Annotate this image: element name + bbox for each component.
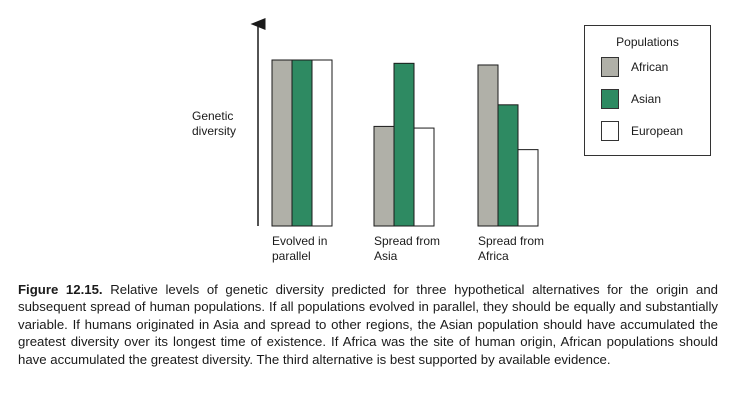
- legend-swatch: [601, 57, 619, 77]
- bar-african-2: [373, 125, 395, 227]
- bar-asian-3: [497, 104, 519, 227]
- legend-swatch: [601, 121, 619, 141]
- category-label-line: Asia: [374, 249, 398, 263]
- legend: Populations African Asian European: [584, 25, 711, 156]
- legend-label: European: [631, 124, 684, 138]
- category-label-line: Spread from: [374, 234, 441, 248]
- bar-european-3: [517, 149, 539, 227]
- legend-title: Populations: [616, 35, 679, 49]
- category-label-3: Spread from Africa: [478, 234, 568, 264]
- category-label-line: parallel: [272, 249, 311, 263]
- category-label-line: Evolved in: [272, 234, 328, 248]
- bar-african-3: [477, 64, 499, 227]
- y-axis-label: Genetic diversity: [192, 109, 237, 138]
- bar-european-1: [311, 59, 333, 227]
- category-label-line: Africa: [478, 249, 509, 263]
- bar-asian-2: [393, 62, 415, 227]
- category-label-2: Spread from Asia: [374, 234, 464, 264]
- caption-text: Relative levels of genetic diversity pre…: [18, 282, 718, 367]
- figure-caption: Figure 12.15. Relative levels of genetic…: [18, 281, 718, 368]
- legend-label: Asian: [631, 92, 662, 106]
- category-label-line: Spread from: [478, 234, 545, 248]
- bar-european-2: [413, 127, 435, 227]
- category-label-1: Evolved in parallel: [272, 234, 362, 264]
- bar-asian-1: [291, 59, 313, 227]
- bars-group: [271, 59, 539, 227]
- legend-swatch: [601, 89, 619, 109]
- caption-figure-label: Figure 12.15.: [18, 282, 103, 297]
- bar-chart: [250, 18, 539, 227]
- legend-label: African: [631, 60, 669, 74]
- bar-african-1: [271, 59, 293, 227]
